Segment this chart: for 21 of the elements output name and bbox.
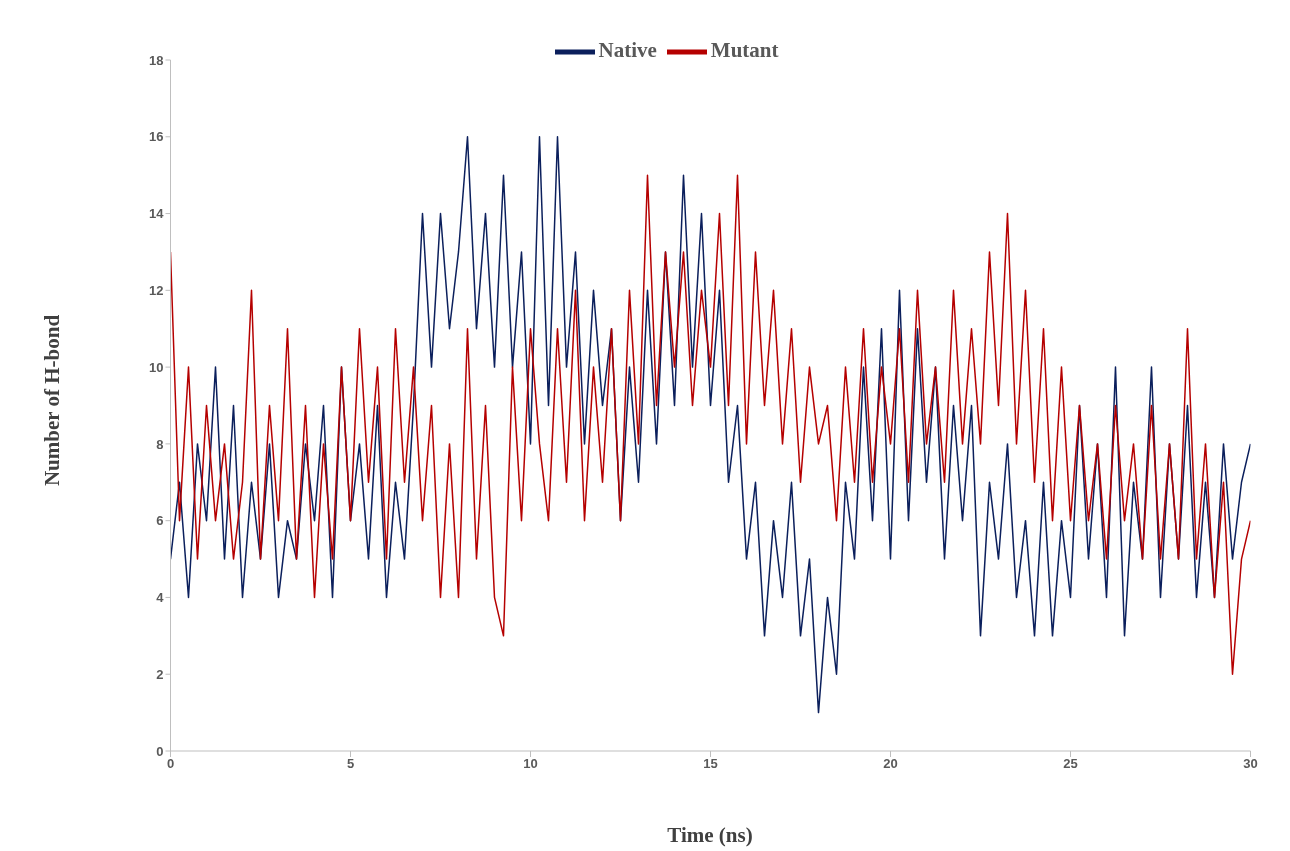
y-tick-label: 18 xyxy=(149,52,164,68)
x-tick-label: 0 xyxy=(166,756,175,772)
legend-label: Native xyxy=(598,37,657,62)
y-tick-label: 16 xyxy=(149,129,164,145)
x-tick-label: 10 xyxy=(523,756,538,772)
x-tick-label: 30 xyxy=(1243,756,1258,772)
y-tick-label: 14 xyxy=(149,206,165,222)
x-tick-label: 5 xyxy=(346,756,355,772)
y-tick-label: 0 xyxy=(156,743,164,759)
y-tick-label: 10 xyxy=(149,359,164,375)
x-tick-label: 20 xyxy=(883,756,898,772)
x-axis-title: Time (ns) xyxy=(666,823,754,848)
y-axis-title: Number of H-bond xyxy=(40,314,66,487)
y-tick-label: 6 xyxy=(156,513,164,529)
x-tick-label: 25 xyxy=(1063,756,1078,772)
legend-label: Mutant xyxy=(710,37,779,62)
y-tick-label: 2 xyxy=(156,666,164,682)
x-tick-label: 15 xyxy=(703,756,718,772)
y-tick-label: 4 xyxy=(156,590,165,606)
y-tick-label: 8 xyxy=(156,436,164,452)
y-tick-label: 12 xyxy=(149,282,164,298)
